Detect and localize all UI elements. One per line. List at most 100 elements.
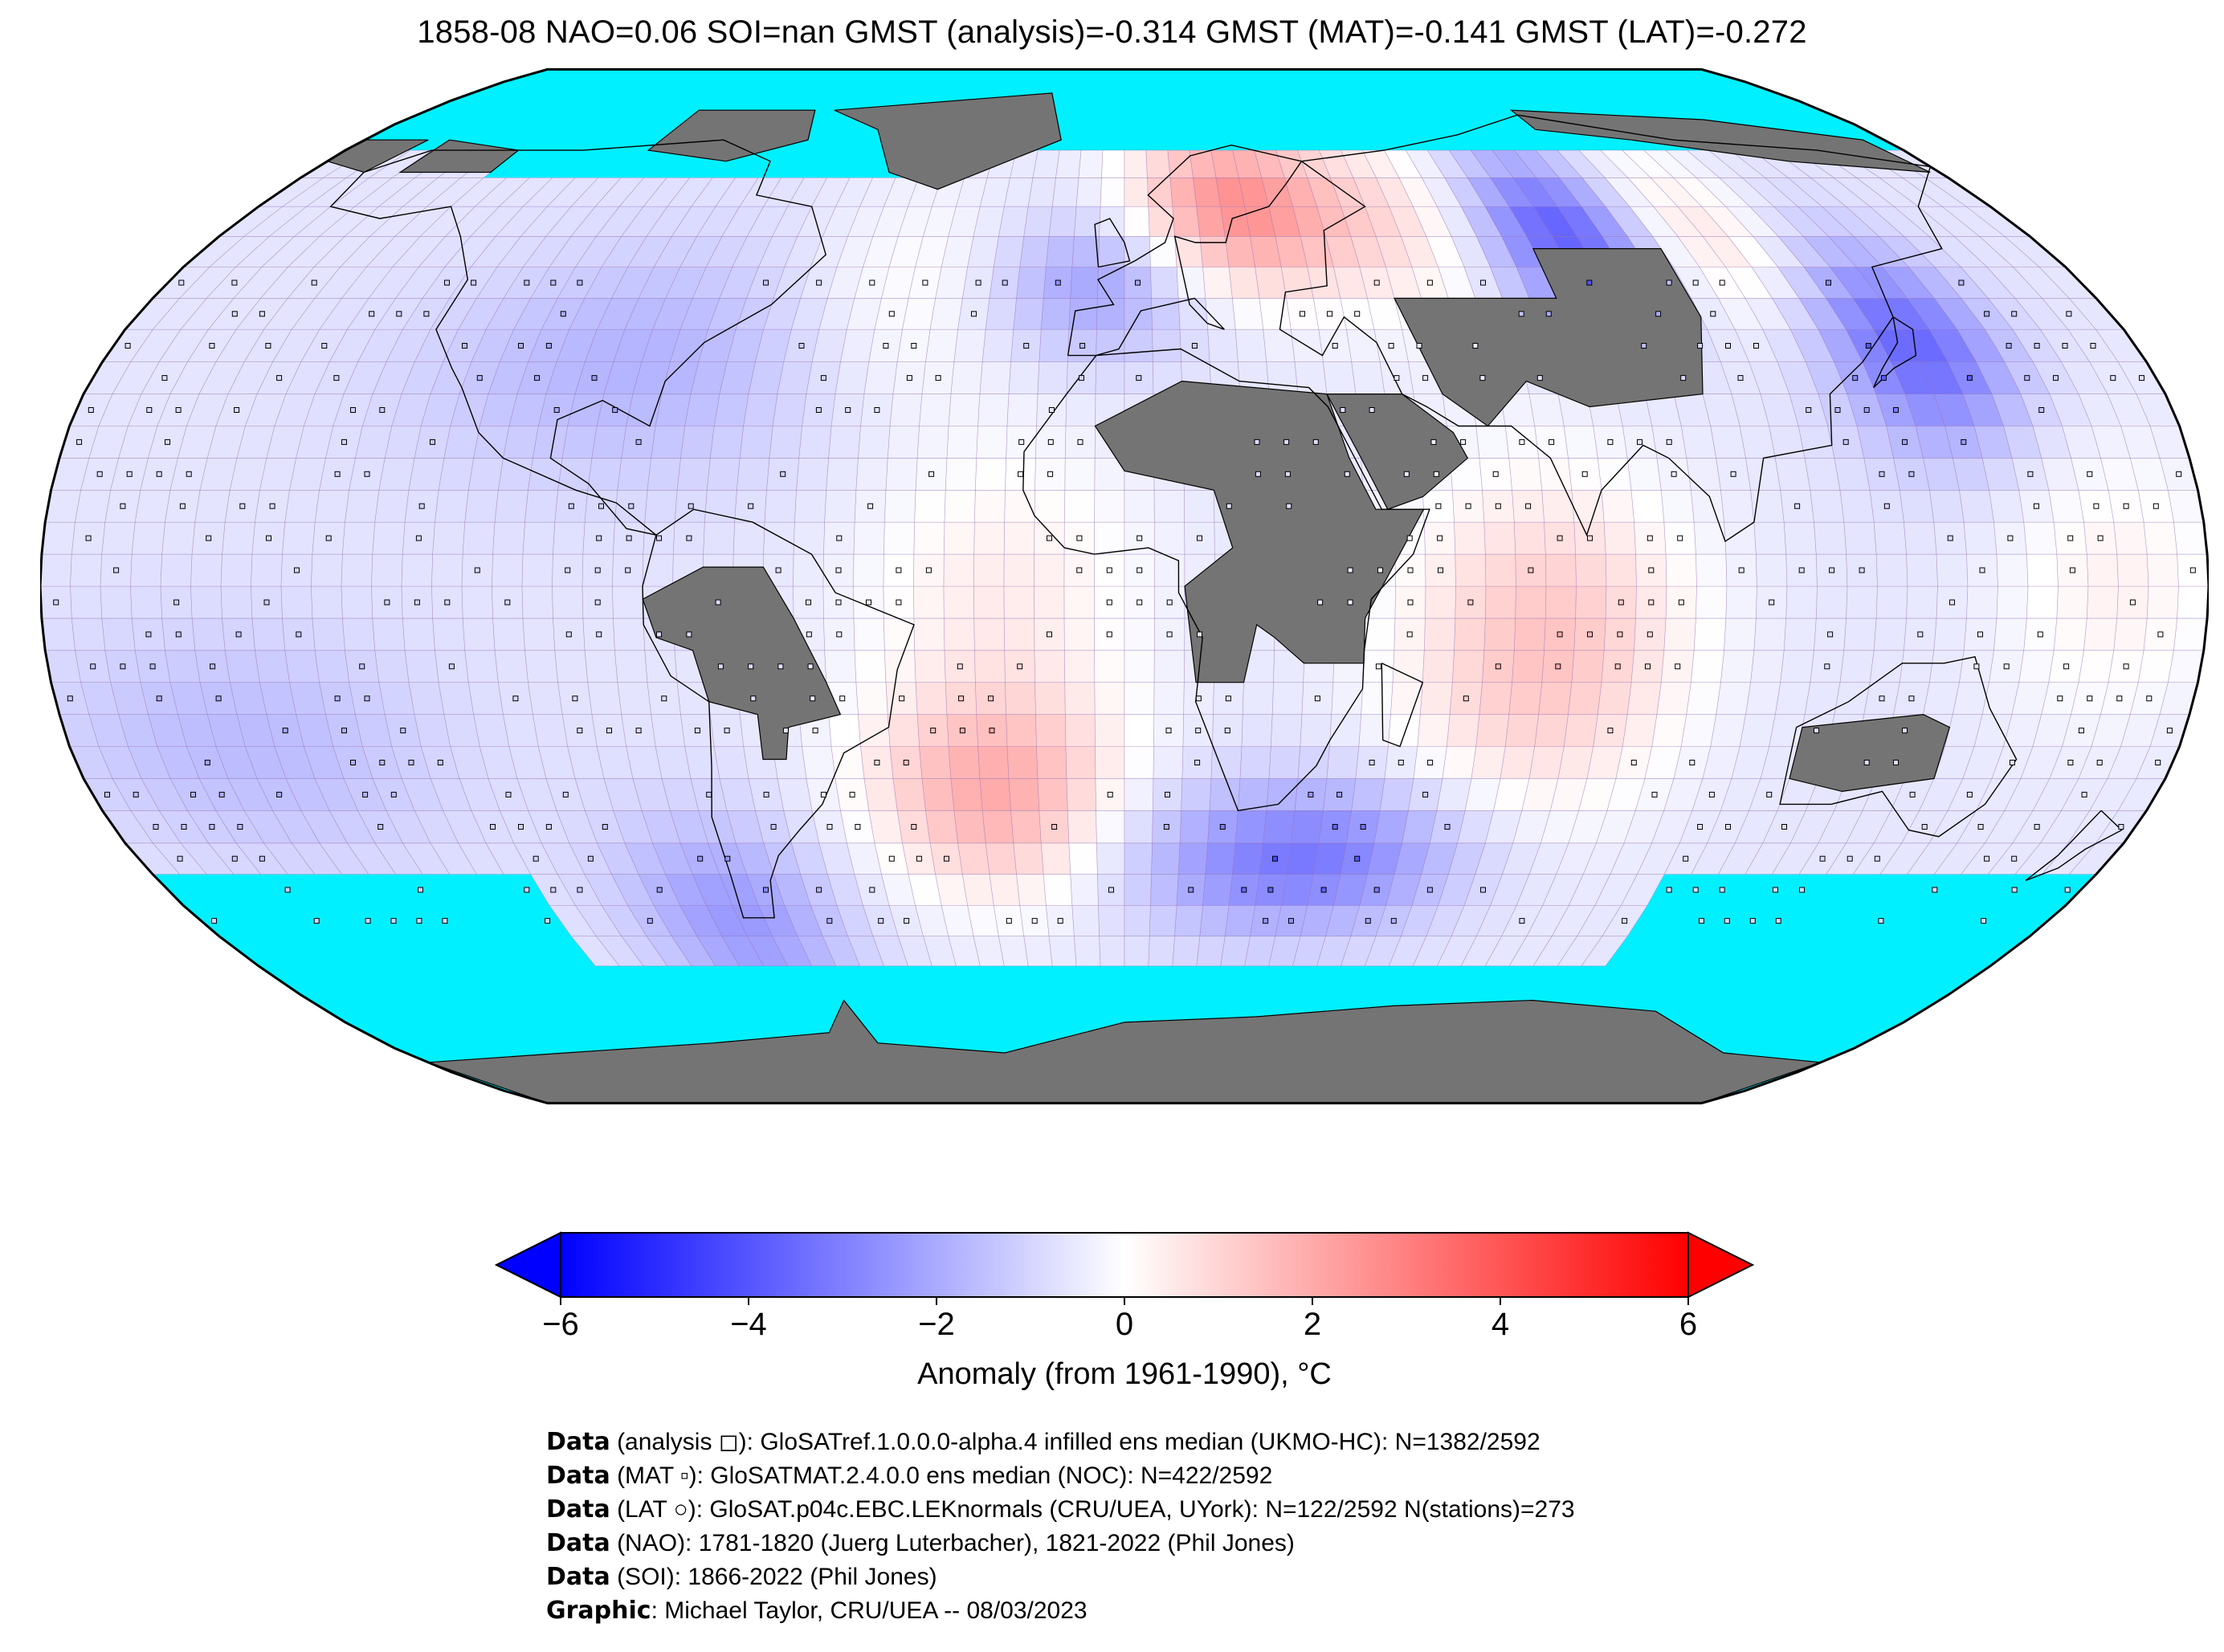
obs-marker [120,663,126,670]
obs-marker [2116,695,2123,702]
grid-cell [989,874,1021,906]
obs-marker [1136,535,1143,541]
grid-cell [1774,458,1811,491]
grid-cell [492,521,525,555]
obs-marker [1226,503,1232,509]
grid-cell [1172,936,1201,967]
grid-cell [1417,714,1451,747]
grid-cell [224,650,260,683]
credits-block: Data (analysis ◻): GloSATref.1.0.0.0-alp… [546,1426,1575,1628]
grid-cell [1750,489,1785,523]
grid-cell [160,553,193,587]
obs-marker [2034,824,2040,830]
grid-cell [101,521,136,555]
grid-cell [1196,206,1226,237]
obs-marker [806,599,811,606]
land-missing-region [642,566,842,761]
grid-cell [498,458,533,491]
obs-marker [534,375,541,381]
obs-marker [1549,438,1555,445]
grid-cell [1013,842,1044,875]
grid-cell [191,618,226,651]
grid-cell [913,585,945,619]
grid-cell [855,682,888,715]
obs-marker [1725,343,1731,349]
obs-marker [1403,471,1410,477]
obs-marker [550,279,557,286]
grid-cell [1075,177,1102,207]
obs-marker [1406,535,1413,541]
obs-marker [1057,918,1063,924]
obs-marker [1360,824,1366,830]
grid-cell [948,394,981,426]
obs-marker [598,503,604,509]
grid-cell [374,489,410,523]
grid-cell [777,778,813,811]
grid-cell [1153,650,1185,683]
colorbar-bar [560,1232,1689,1298]
grid-cell [1094,650,1125,683]
obs-marker [717,663,724,670]
obs-marker [210,663,216,670]
grid-cell [1929,650,1965,683]
obs-marker [1798,567,1805,573]
obs-marker [1977,824,1984,830]
grid-cell [655,746,692,779]
obs-marker [2057,695,2063,702]
obs-marker [2087,471,2093,477]
obs-marker [1680,375,1687,381]
obs-marker [430,438,435,445]
obs-marker [1369,760,1375,765]
obs-marker [591,375,598,381]
obs-marker [550,887,557,893]
obs-marker [1390,918,1397,924]
grid-cell [1422,650,1455,683]
grid-cell [1541,489,1575,523]
obs-marker [572,695,578,702]
obs-marker [1781,824,1787,830]
land-missing-region [1789,713,1951,793]
grid-cell [194,489,231,523]
obs-marker [1079,375,1084,381]
grid-cell [706,458,741,491]
grid-cell [868,810,903,844]
obs-marker [1799,887,1805,893]
obs-marker [1902,438,1908,445]
grid-cell [1065,746,1096,779]
grid-cell [1065,394,1096,426]
grid-cell [1124,489,1155,523]
grid-cell [1010,810,1042,844]
grid-cell [255,650,290,683]
grid-cell [962,874,994,906]
obs-marker [1398,760,1404,765]
grid-cell [887,714,920,747]
grid-cell [1351,778,1385,811]
obs-marker [1737,375,1744,381]
obs-marker [1921,824,1928,830]
grid-cell [1442,746,1477,779]
obs-marker [365,918,371,924]
obs-marker [1195,695,1202,702]
grid-cell [914,489,946,523]
obs-marker [263,599,270,606]
obs-marker [1254,438,1260,445]
obs-marker [836,631,843,638]
map-border [40,67,2209,1105]
obs-marker [2003,663,2010,670]
grid-cell [40,553,72,587]
obs-marker [165,438,170,445]
grid-cell [1048,206,1077,237]
obs-marker [2063,663,2070,670]
grid-cell [2113,618,2148,651]
obs-marker [186,471,192,477]
grid-cell [435,489,469,523]
grid-cell [1124,778,1154,811]
grid-cell [1255,267,1287,299]
obs-marker [1047,471,1054,477]
credit-key: Data [546,1529,610,1557]
grid-cell [889,394,923,426]
grid-cell [1753,618,1787,651]
grid-cell [1027,177,1056,207]
grid-cell [985,842,1017,875]
obs-marker [1437,535,1443,541]
